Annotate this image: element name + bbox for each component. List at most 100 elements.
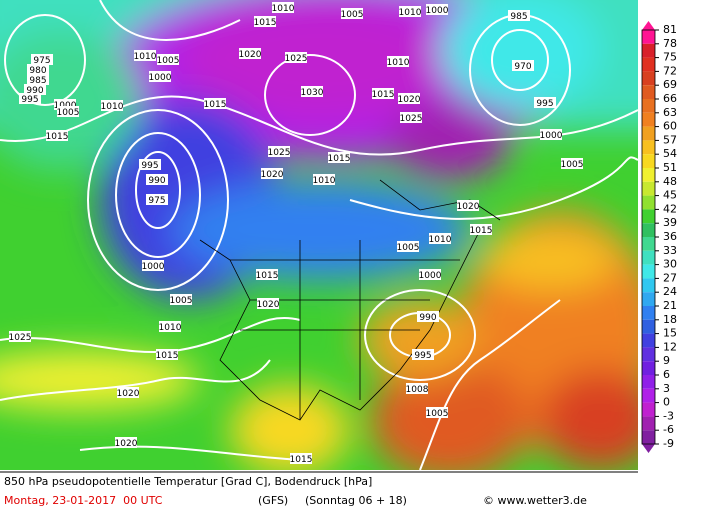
colorbar-band <box>642 292 655 306</box>
isobar-label: 1015 <box>372 90 395 100</box>
colorbar-band <box>642 375 655 389</box>
isobar-label-bg <box>254 16 276 27</box>
colorbar-tick-label: -6 <box>663 423 674 436</box>
map-field: 1010 1015 1005 1010 1000 985 1020 1025 1010 1005 1… <box>0 0 638 470</box>
isobar-label: 990 <box>26 86 43 96</box>
colorbar-top-arrow <box>642 21 655 30</box>
isobar-label: 1000 <box>149 73 172 83</box>
isobar-label: 1020 <box>398 95 421 105</box>
isobar-label: 1010 <box>313 176 336 186</box>
isobar-label: 1010 <box>159 323 182 333</box>
colorbar-band <box>642 71 655 86</box>
colorbar-tick-label: 51 <box>663 161 677 174</box>
isobar-label-bg <box>256 269 278 280</box>
colorbar-tick-label: 54 <box>663 147 677 160</box>
colorbar-tick-label: -3 <box>663 409 674 422</box>
isobar-label: 1015 <box>256 271 279 281</box>
colorbar-band <box>642 209 655 224</box>
isobar-label-bg <box>57 106 79 117</box>
isobar-label-bg <box>426 4 448 15</box>
isobar-label-bg <box>508 10 530 21</box>
colorbar-band <box>642 57 655 72</box>
isobar-label-bg <box>399 6 421 17</box>
colorbar-tick-label: 60 <box>663 120 677 133</box>
colorbar: 8178757269666360575451484542393633302724… <box>641 21 677 453</box>
isobar-label-bg <box>426 407 448 418</box>
colorbar-tick-label: 27 <box>663 271 677 284</box>
isobar-label: 1020 <box>115 439 138 449</box>
isobar-label-bg <box>157 54 179 65</box>
isobar-label-bg <box>146 174 168 185</box>
isobar-label: 1025 <box>400 114 423 124</box>
isobar-label-bg <box>101 100 123 111</box>
colorbar-band <box>642 112 655 127</box>
colorbar-tick-label: 48 <box>663 175 677 188</box>
footer-run: (Sonntag 06 + 18) <box>305 494 407 507</box>
colorbar-tick-label: 30 <box>663 258 677 271</box>
colorbar-band <box>642 85 655 99</box>
isobar-labels: 1010 1015 1005 1010 1000 985 1020 1025 1010 1005 1… <box>9 2 583 465</box>
colorbar-band <box>642 181 655 196</box>
isobar-label: 985 <box>29 76 46 86</box>
isobar-label-bg <box>534 97 556 108</box>
isobar-label: 985 <box>510 12 527 22</box>
isobar-label-bg <box>9 331 31 342</box>
colorbar-tick-label: 9 <box>663 354 670 367</box>
isobar-label: 1020 <box>457 202 480 212</box>
isobar-label: 995 <box>141 161 158 171</box>
isobar-label-bg <box>149 71 171 82</box>
isobar-label: 975 <box>33 56 50 66</box>
isobar-label: 1010 <box>272 4 295 14</box>
isobar-label: 1020 <box>257 300 280 310</box>
colorbar-band <box>642 416 655 431</box>
colorbar-band <box>642 30 655 44</box>
isobar-label: 995 <box>21 95 38 105</box>
isobar-label-bg <box>372 88 394 99</box>
isobar-label-bg <box>512 60 534 71</box>
colorbar-tick-label: 57 <box>663 133 677 146</box>
colorbar-band <box>642 264 655 279</box>
colorbar-band <box>642 402 655 417</box>
isobar-label-bg <box>457 200 479 211</box>
footer-copyright: © www.wetter3.de <box>483 494 587 507</box>
footer-model: (GFS) <box>258 494 288 507</box>
isobar-label: 1005 <box>397 243 420 253</box>
colorbar-bottom-arrow <box>642 444 655 453</box>
colorbar-tick-label: 42 <box>663 202 677 215</box>
isobar-label-bg <box>117 387 139 398</box>
colorbar-tick-label: -9 <box>663 437 674 450</box>
colorbar-tick-label: 6 <box>663 368 670 381</box>
isobar-label: 1010 <box>429 235 452 245</box>
isobar-label: 1005 <box>426 409 449 419</box>
isobar-label: 980 <box>29 66 46 76</box>
isobar-label-bg <box>412 349 434 360</box>
colorbar-tick-label: 75 <box>663 51 677 64</box>
isobar-label: 1020 <box>117 389 140 399</box>
isobar-label-bg <box>46 130 68 141</box>
isobar-label-bg <box>561 158 583 169</box>
colorbar-tick-label: 12 <box>663 340 677 353</box>
isobar-label: 1010 <box>399 8 422 18</box>
colorbar-band <box>642 168 655 182</box>
colorbar-band <box>642 319 655 334</box>
colorbar-tick-label: 18 <box>663 313 677 326</box>
isobar-label: 1010 <box>387 58 410 68</box>
isobar-label-bg <box>406 383 428 394</box>
isobar-label-bg <box>429 233 451 244</box>
colorbar-tick-label: 66 <box>663 92 677 105</box>
isobar-label-bg <box>397 241 419 252</box>
isobar-label: 1015 <box>328 154 351 164</box>
isobar-label-bg <box>27 74 49 85</box>
isobar-label: 1015 <box>204 100 227 110</box>
colorbar-tick-label: 78 <box>663 37 677 50</box>
isobar-label: 995 <box>536 99 553 109</box>
isobar-label-bg <box>156 349 178 360</box>
colorbar-band <box>642 99 655 113</box>
isobar-label-bg <box>115 437 137 448</box>
isobar-label: 1020 <box>261 170 284 180</box>
isobar-label: 1025 <box>268 148 291 158</box>
isobar-label-bg <box>31 54 53 65</box>
colorbar-band <box>642 140 655 155</box>
isobar-label: 1015 <box>254 18 277 28</box>
